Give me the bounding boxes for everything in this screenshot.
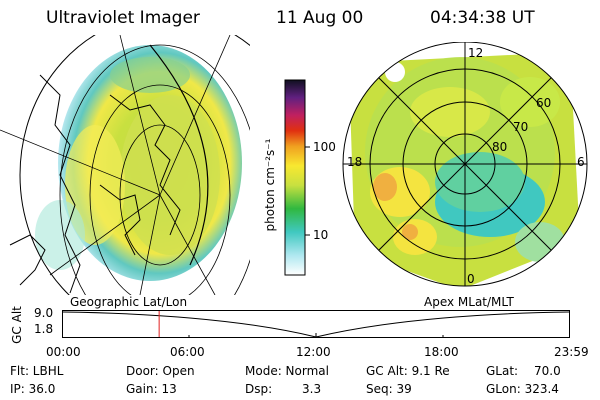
mlt-label-6: 6	[577, 155, 585, 169]
date-label: 11 Aug 00	[276, 8, 364, 28]
apex-panel-label: Apex MLat/MLT	[424, 295, 514, 309]
timeline-axis-label: GC Alt	[10, 306, 24, 344]
glon-status: GLon: 323.4	[486, 382, 559, 396]
timeline-xtick-1800: 18:00	[424, 345, 459, 359]
instrument-title: Ultraviolet Imager	[46, 8, 200, 28]
timeline-xtick-1200: 12:00	[296, 345, 331, 359]
colorbar-tick-10: 10	[313, 228, 329, 242]
mlat-label-60: 60	[536, 96, 552, 110]
timeline-ytick-bottom: 1.8	[34, 322, 54, 336]
timeline-ytick-top: 9.0	[34, 306, 54, 320]
gain-status: Gain: 13	[126, 382, 177, 396]
ip-status: IP: 36.0	[10, 382, 56, 396]
dsp-label: Dsp:	[245, 382, 273, 396]
colorbar-unit-label: photon cm⁻²s⁻¹	[263, 138, 277, 232]
polar-mlat-mlt-plot	[342, 42, 588, 287]
door-status: Door: Open	[126, 364, 195, 378]
timeline-xtick-0000: 00:00	[46, 345, 81, 359]
glat-value: 70.0	[534, 364, 561, 378]
mlat-label-70: 70	[513, 120, 529, 134]
mode-status: Mode: Normal	[245, 364, 329, 378]
time-label: 04:34:38 UT	[430, 8, 535, 28]
mlt-label-12: 12	[468, 46, 484, 60]
timeline-xtick-2359: 23:59	[554, 345, 589, 359]
colorbar-tick-100: 100	[313, 140, 336, 154]
orbit-timeline	[62, 310, 570, 338]
mlt-label-0: 0	[467, 272, 475, 286]
glat-label: GLat:	[486, 364, 519, 378]
intensity-colorbar	[284, 79, 310, 276]
seq-status: Seq: 39	[366, 382, 412, 396]
timeline-xtick-0600: 06:00	[170, 345, 205, 359]
mlt-label-18: 18	[347, 155, 363, 169]
filter-status: Flt: LBHL	[10, 364, 64, 378]
dsp-value: 3.3	[302, 382, 322, 396]
geographic-panel-label: Geographic Lat/Lon	[70, 295, 188, 309]
mlat-label-80: 80	[492, 140, 508, 154]
gc-alt-status: GC Alt: 9.1 Re	[366, 364, 450, 378]
geographic-map	[0, 35, 250, 295]
